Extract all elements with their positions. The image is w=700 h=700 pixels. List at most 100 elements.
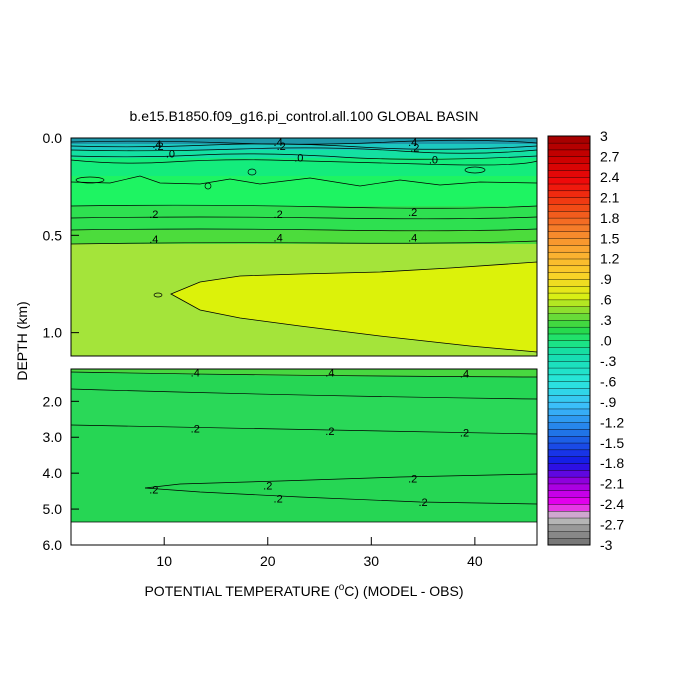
colorbar-swatch <box>547 449 591 457</box>
contour-line <box>144 487 537 505</box>
band-upper-green <box>71 176 537 206</box>
colorbar-swatch <box>547 251 591 260</box>
contour-label: .0 <box>294 152 303 164</box>
colorbar-label: -2.1 <box>600 476 624 492</box>
colorbar-swatch <box>547 442 591 451</box>
colorbar-swatch <box>547 319 591 328</box>
colorbar-label: .6 <box>600 292 612 308</box>
colorbar-swatch <box>547 169 591 178</box>
colorbar-label: -2.7 <box>600 517 624 533</box>
contour-label: .4 <box>325 368 334 380</box>
contour-label: .4 <box>152 139 161 151</box>
contour-label: .2 <box>460 428 469 440</box>
y-tick-label: 1.0 <box>43 325 63 341</box>
contour-line <box>71 175 537 187</box>
y-tick-label: 0.0 <box>43 130 63 146</box>
contour-line <box>71 371 537 378</box>
contour-label: .4 <box>149 234 158 246</box>
colorbar-label: .0 <box>600 333 612 349</box>
colorbar-swatch <box>547 265 591 273</box>
colorbar-swatch <box>547 333 591 341</box>
colorbar-swatch <box>547 388 591 396</box>
contour-label: .2 <box>191 423 200 435</box>
colorbar-label: 2.4 <box>600 169 620 185</box>
y-tick-label: 0.5 <box>43 227 63 243</box>
contour-label: .4 <box>408 137 417 149</box>
colorbar-swatch <box>547 313 591 321</box>
lower-panel-frame <box>70 368 538 546</box>
y-tick-label: 6.0 <box>43 537 63 553</box>
colorbar-swatch <box>547 278 591 287</box>
colorbar-label: -1.8 <box>600 455 624 471</box>
contour-label: .2 <box>325 426 334 438</box>
colorbar-label: 1.5 <box>600 230 620 246</box>
colorbar-label: 2.1 <box>600 189 620 205</box>
colorbar-swatch <box>547 210 591 219</box>
upper-contour-lines <box>71 139 537 298</box>
colorbar-swatch <box>547 197 591 205</box>
axis-ticks: 10 20 30 40 0.0 0.5 1.0 2.0 3.0 4.0 5.0 6.0 <box>43 130 483 569</box>
colorbar-label: -1.5 <box>600 435 624 451</box>
colorbar-label: 3 <box>600 128 608 144</box>
colorbar-swatch <box>547 217 591 226</box>
contour-loop <box>204 182 212 190</box>
contour-label: .2 <box>154 141 163 153</box>
contour-line <box>71 147 537 154</box>
contour-label: .4 <box>191 368 200 380</box>
contour-loop <box>464 166 486 174</box>
colorbar-swatch <box>547 238 591 246</box>
colorbar-swatch <box>547 149 591 157</box>
contour-labels: .4.2.0.4.2.0.4.2.0.2.2.2.4.4.4.4.4.4.2.2… <box>149 137 469 509</box>
colorbar-swatch <box>547 531 591 539</box>
x-tick-label: 10 <box>156 553 172 569</box>
contour-label: .4 <box>274 137 283 149</box>
lower-contour-lines <box>71 371 537 523</box>
colorbar-swatch <box>547 537 591 546</box>
lower-top-band <box>71 369 537 377</box>
colorbar-swatch <box>547 490 591 498</box>
colorbar-label: -.3 <box>600 353 617 369</box>
contour-line <box>71 216 537 220</box>
x-tick-label: 40 <box>467 553 483 569</box>
contour-label: .2 <box>408 207 417 219</box>
contour-label: .2 <box>408 474 417 486</box>
y-axis-label: DEPTH (km) <box>14 301 30 380</box>
contour-line <box>71 228 537 232</box>
colorbar-swatch <box>547 203 591 212</box>
x-tick-label: 30 <box>364 553 380 569</box>
contour-line <box>71 143 537 150</box>
colorbar-swatch <box>547 524 591 532</box>
contour-label: .4 <box>274 232 283 244</box>
colorbar-label: -2.4 <box>600 496 624 512</box>
colorbar-label: .3 <box>600 312 612 328</box>
y-tick-label: 3.0 <box>43 429 63 445</box>
contour-label: .2 <box>149 484 158 496</box>
lower-mid-band <box>71 389 537 434</box>
contour-label: .2 <box>410 143 419 155</box>
colorbar-swatch <box>547 408 591 416</box>
lower-panel <box>70 368 538 546</box>
upper-panel <box>70 137 538 357</box>
colorbar-swatch <box>547 517 591 526</box>
contour-label: .4 <box>408 232 417 244</box>
contour-loop <box>153 292 163 298</box>
colorbar-swatch <box>547 483 591 491</box>
colorbar-swatch <box>547 135 591 144</box>
band-green-point-four <box>71 230 537 244</box>
contour-loop <box>75 176 105 184</box>
band-surface-teal <box>71 144 537 150</box>
x-tick-label: 20 <box>260 553 276 569</box>
contour-label: .2 <box>277 141 286 153</box>
band-surface-aqua <box>71 150 537 158</box>
colorbar-swatch <box>547 476 591 485</box>
contour-label: .0 <box>429 154 438 166</box>
colorbar-label: 1.8 <box>600 210 620 226</box>
contour-label: .2 <box>149 209 158 221</box>
colorbar-swatch <box>547 374 591 382</box>
colorbar-swatch <box>547 497 591 505</box>
contour-loop <box>247 168 257 176</box>
contour-line <box>71 153 537 160</box>
colorbar-swatch <box>547 272 591 280</box>
colorbar-frame <box>547 135 591 546</box>
